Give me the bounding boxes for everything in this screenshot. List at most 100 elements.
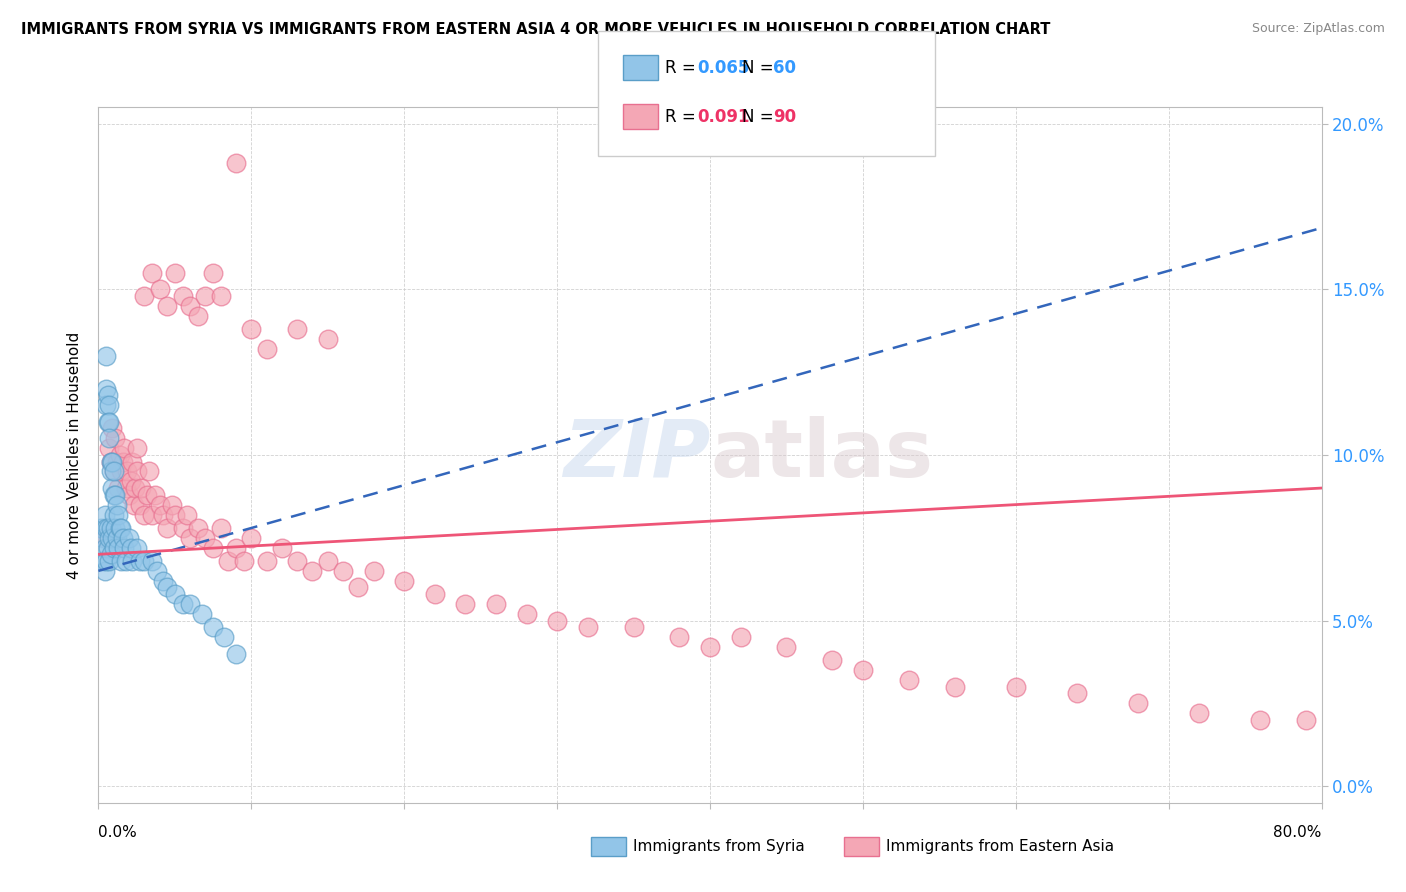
Point: [103, 465, 125, 479]
Point: [98, 431, 121, 445]
Point: [136, 488, 159, 502]
Point: [107, 541, 129, 555]
Point: [128, 554, 150, 568]
Point: [129, 481, 152, 495]
Point: [94, 349, 117, 363]
Point: [97, 415, 120, 429]
Text: 80.0%: 80.0%: [1274, 825, 1322, 840]
Text: Source: ZipAtlas.com: Source: ZipAtlas.com: [1251, 22, 1385, 36]
Point: [101, 421, 124, 435]
Point: [143, 488, 166, 502]
Point: [141, 266, 163, 280]
Point: [156, 581, 179, 595]
Point: [897, 673, 920, 688]
Point: [485, 597, 508, 611]
Point: [94, 521, 117, 535]
Point: [98, 398, 121, 412]
Point: [209, 289, 232, 303]
Point: [172, 597, 194, 611]
Text: IMMIGRANTS FROM SYRIA VS IMMIGRANTS FROM EASTERN ASIA 4 OR MORE VEHICLES IN HOUS: IMMIGRANTS FROM SYRIA VS IMMIGRANTS FROM…: [21, 22, 1050, 37]
Point: [163, 508, 186, 522]
Text: 60: 60: [773, 59, 796, 77]
Point: [94, 531, 117, 545]
Point: [1295, 713, 1317, 727]
Point: [128, 498, 150, 512]
Point: [187, 521, 209, 535]
Point: [125, 541, 148, 555]
Point: [100, 454, 122, 468]
Text: 0.0%: 0.0%: [98, 825, 138, 840]
Text: 0.091: 0.091: [697, 108, 749, 126]
Point: [163, 587, 186, 601]
Point: [730, 630, 752, 644]
Point: [149, 498, 172, 512]
Point: [209, 521, 232, 535]
Point: [1066, 686, 1088, 700]
Point: [1188, 706, 1211, 721]
Point: [699, 640, 721, 654]
Point: [100, 521, 122, 535]
Point: [191, 607, 214, 621]
Point: [124, 481, 146, 495]
Point: [103, 465, 125, 479]
Point: [104, 521, 127, 535]
Text: 0.065: 0.065: [697, 59, 749, 77]
Point: [100, 465, 122, 479]
Point: [91, 554, 114, 568]
Point: [176, 508, 198, 522]
Point: [149, 282, 172, 296]
Point: [194, 289, 217, 303]
Point: [852, 663, 875, 677]
Point: [125, 465, 148, 479]
Text: Immigrants from Syria: Immigrants from Syria: [633, 839, 804, 854]
Point: [103, 541, 125, 555]
Point: [821, 653, 844, 667]
Point: [363, 564, 385, 578]
Point: [775, 640, 797, 654]
Text: 90: 90: [773, 108, 796, 126]
Point: [125, 442, 148, 456]
Point: [94, 382, 117, 396]
Point: [141, 554, 163, 568]
Point: [623, 620, 645, 634]
Point: [105, 454, 128, 468]
Point: [98, 442, 121, 456]
Text: atlas: atlas: [710, 416, 934, 494]
Text: N =: N =: [742, 59, 779, 77]
Point: [316, 332, 339, 346]
Point: [108, 521, 131, 535]
Text: N =: N =: [742, 108, 779, 126]
Point: [240, 531, 263, 545]
Point: [423, 587, 446, 601]
Text: R =: R =: [665, 59, 702, 77]
Point: [1128, 697, 1150, 711]
Point: [546, 614, 568, 628]
Point: [120, 541, 142, 555]
Point: [93, 541, 115, 555]
Point: [138, 465, 160, 479]
Point: [179, 597, 201, 611]
Point: [98, 531, 121, 545]
Point: [111, 454, 134, 468]
Point: [285, 322, 308, 336]
Point: [101, 481, 124, 495]
Point: [118, 531, 141, 545]
Point: [225, 156, 247, 170]
Point: [98, 415, 121, 429]
Point: [160, 498, 183, 512]
Text: Immigrants from Eastern Asia: Immigrants from Eastern Asia: [886, 839, 1114, 854]
Point: [115, 481, 138, 495]
Point: [202, 266, 225, 280]
Text: R =: R =: [665, 108, 702, 126]
Point: [101, 531, 124, 545]
Point: [121, 454, 143, 468]
Point: [232, 554, 254, 568]
Point: [120, 475, 142, 489]
Point: [240, 322, 263, 336]
Point: [212, 630, 235, 644]
Point: [172, 289, 194, 303]
Point: [134, 554, 156, 568]
Point: [256, 554, 278, 568]
Point: [347, 581, 370, 595]
Point: [107, 508, 129, 522]
